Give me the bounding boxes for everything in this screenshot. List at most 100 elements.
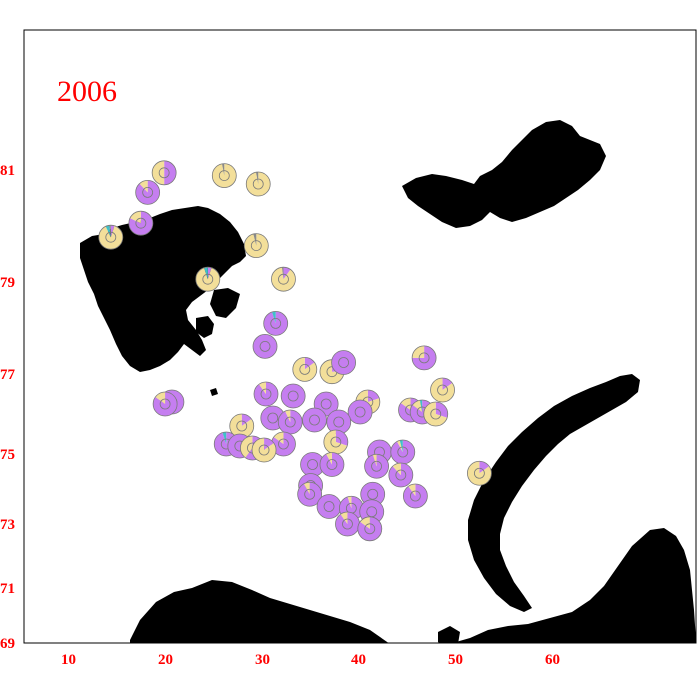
x-tick-label: 20 [158, 652, 173, 668]
pie-slice-tan [430, 378, 455, 402]
pie-slice-purple [302, 408, 327, 432]
pie-slice-purple [264, 438, 274, 450]
pie-slice-tan [360, 516, 370, 529]
pie-inner-ring [307, 459, 318, 470]
pie-slice-cyan [204, 267, 208, 280]
pie-slice-gray [222, 163, 225, 176]
pie-slice-purple [164, 160, 177, 185]
pie-slice-tan [240, 436, 253, 458]
pie-inner-ring [333, 416, 345, 428]
pie-slice-purple [331, 350, 356, 375]
pie-outline [271, 266, 296, 292]
x-tick-label: 50 [448, 652, 463, 668]
pie-slice-gray [253, 233, 257, 246]
station-pies [98, 160, 492, 542]
pie-slice-tan [285, 410, 291, 422]
pie-slice-tan [408, 484, 416, 496]
station-pie [98, 224, 124, 250]
land-bear-island [210, 388, 218, 396]
pie-inner-ring [367, 488, 379, 500]
y-tick-label: 73 [0, 517, 15, 533]
landmass-layer [80, 120, 696, 643]
pie-outline [364, 453, 389, 479]
station-pie [251, 437, 277, 463]
station-pie [252, 333, 278, 359]
pie-slice-tan [212, 163, 237, 188]
x-tick-label: 30 [255, 652, 270, 668]
pie-inner-ring [202, 273, 214, 285]
pie-inner-ring [259, 340, 271, 352]
pie-outline [243, 233, 269, 259]
pie-slice-tan [98, 225, 123, 250]
map-frame [23, 29, 697, 644]
pie-outline [319, 452, 345, 477]
station-pie [152, 391, 178, 417]
pie-slice-cyan [419, 400, 423, 412]
pie-slice-tan [155, 391, 166, 404]
pie-outline [411, 345, 437, 371]
y-tick-label: 69 [0, 636, 15, 652]
pie-slice-purple [281, 384, 306, 408]
y-tick-label: 71 [0, 581, 15, 597]
pie-slice-purple [304, 357, 315, 370]
pie-slice-purple [271, 432, 296, 457]
pie-slice-purple [297, 482, 322, 507]
station-pie [277, 409, 303, 435]
map-panel [80, 120, 696, 643]
pie-inner-ring [142, 186, 154, 198]
pie-slice-purple [278, 410, 303, 435]
pie-slice-purple [283, 267, 291, 280]
pie-slice-purple [390, 440, 415, 464]
pie-inner-ring [309, 414, 320, 426]
pie-slice-purple [367, 390, 380, 402]
pie-slice-tan [412, 345, 425, 358]
pie-outline [98, 224, 124, 250]
station-pie [243, 233, 269, 259]
y-tick-label: 79 [0, 275, 15, 291]
pie-slice-tan [229, 414, 254, 439]
pie-slice-purple [364, 454, 389, 479]
pie-slice-tan [347, 496, 352, 509]
pie-slice-purple [326, 410, 351, 434]
pie-inner-ring [338, 357, 350, 368]
station-pie [357, 516, 383, 542]
pie-outline [292, 356, 318, 382]
pie-slice-tan [326, 452, 332, 465]
station-pie [292, 356, 318, 382]
pie-outline [151, 160, 177, 186]
land-kolguev [438, 626, 460, 643]
pie-slice-purple [319, 452, 344, 477]
pie-slice-cyan [399, 440, 403, 452]
station-pie [411, 345, 437, 371]
station-pie [323, 429, 349, 455]
land-barentsoya [210, 288, 240, 318]
pie-outline [245, 171, 271, 197]
pie-outline [128, 210, 154, 236]
pie-slice-gray [109, 225, 111, 238]
pie-inner-ring [105, 231, 117, 243]
pie-slice-purple [207, 267, 212, 280]
pie-slice-tan [372, 454, 377, 467]
pie-slice-purple [241, 414, 252, 426]
year-label: 2006 [57, 75, 117, 108]
station-pie [430, 377, 455, 403]
pie-inner-ring [320, 398, 332, 410]
pie-inner-ring [258, 444, 270, 456]
land-franz-josef [402, 120, 606, 228]
station-pie [263, 310, 289, 336]
pie-outline [423, 401, 449, 427]
pie-slice-tan [323, 430, 348, 455]
pie-slice-purple [442, 378, 453, 390]
pie-outline [388, 462, 414, 488]
pie-slice-tan [152, 160, 165, 185]
pie-outline [357, 516, 383, 542]
pie-inner-ring [278, 438, 289, 450]
station-pie [128, 210, 154, 236]
pie-slice-tan [258, 382, 266, 394]
station-pie [402, 483, 428, 509]
pie-inner-ring [342, 518, 353, 530]
pie-slice-gray [281, 267, 284, 280]
pie-outline [297, 481, 323, 507]
pie-slice-purple [348, 400, 373, 424]
station-pie [331, 350, 357, 375]
